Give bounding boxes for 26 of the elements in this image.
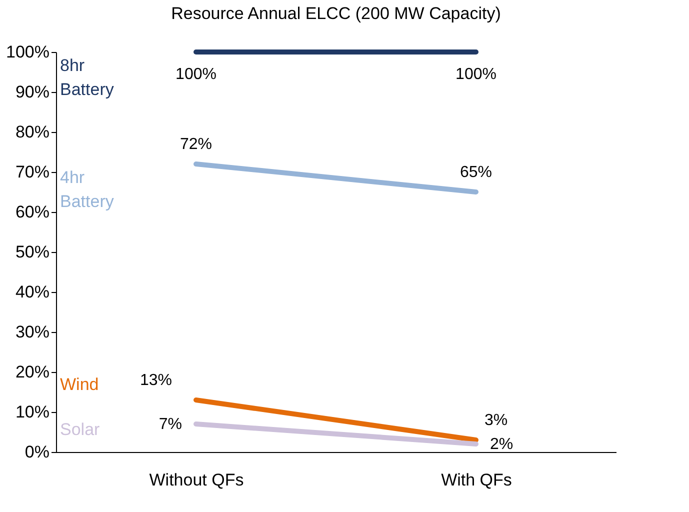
data-label: 72% <box>180 136 212 153</box>
y-tick-label: 70% <box>15 162 50 182</box>
data-label: 13% <box>140 372 172 389</box>
y-tick-label: 60% <box>15 202 50 222</box>
x-tick-label: With QFs <box>441 470 512 490</box>
data-label: 3% <box>484 412 508 429</box>
text: Solar <box>60 420 100 439</box>
y-tick-label: 10% <box>15 402 50 422</box>
data-label: 7% <box>158 416 182 433</box>
text: Wind <box>60 375 99 394</box>
text: 8hr Battery <box>60 56 114 99</box>
data-label: 100% <box>456 66 496 83</box>
text: 4hr Battery <box>60 168 114 211</box>
y-tick-label: 50% <box>15 242 50 262</box>
y-tick-label: 80% <box>15 122 50 142</box>
y-tick-label: 0% <box>24 442 50 462</box>
x-tick-label: Without QFs <box>149 470 244 490</box>
data-label: 100% <box>176 66 216 83</box>
y-tick-label: 30% <box>15 322 50 342</box>
data-label: 65% <box>460 164 492 181</box>
y-tick-label: 20% <box>15 362 50 382</box>
y-tick-label: 90% <box>15 82 50 102</box>
y-tick-label: 40% <box>15 282 50 302</box>
y-tick-label: 100% <box>6 42 50 62</box>
data-label: 2% <box>490 436 514 453</box>
chart-title: Resource Annual ELCC (200 MW Capacity) <box>171 4 501 23</box>
